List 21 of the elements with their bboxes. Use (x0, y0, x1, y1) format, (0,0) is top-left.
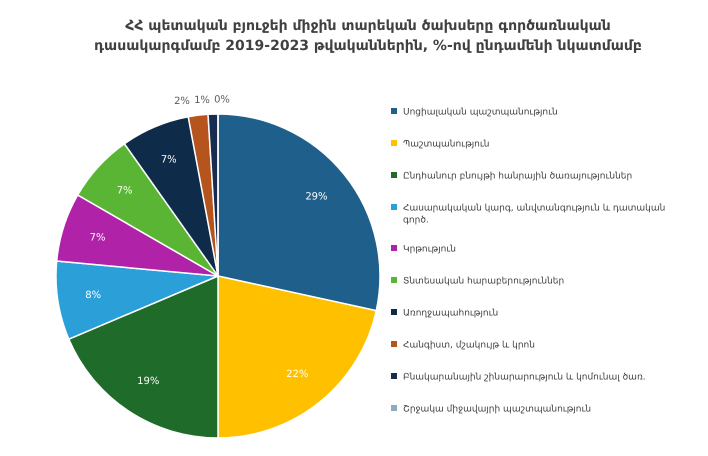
legend-label: Կրթություն (403, 244, 456, 254)
legend-label: Բնակարանային շինարարություն և կոմունալ ծառ. (403, 372, 646, 382)
data-label: 7% (90, 232, 106, 244)
data-label: 29% (305, 192, 328, 203)
data-label: 1% (194, 94, 210, 106)
legend-label: Ընդհանուր բնույթի հանրային ծառայություններ (403, 171, 632, 182)
legend-label: Շրջակա միջավայրի պաշտպանություն (403, 404, 592, 414)
data-label: 22% (286, 369, 308, 380)
data-label: 7% (116, 186, 133, 197)
legend-label: Հանգիստ, մշակույթ և կրոն (403, 340, 535, 350)
legend-label: Հասարակական կարգ, անվտանգություն և դատական գործ. (403, 203, 666, 226)
legend-label: Առողջապահություն (403, 308, 498, 318)
data-label: 7% (160, 154, 177, 166)
chart-title: ՀՀ պետական բյուջեի միջին տարեկան ծախսերը գործառնական դասակարգմամբ 2019-2023 թվականներին, %-ով ընդամենի նկատմամբ (94, 18, 642, 54)
legend-label: Տնտեսական հարաբերություններ (403, 276, 564, 286)
text: 0% (214, 94, 230, 106)
data-label: 2% (174, 96, 190, 108)
legend-label: Սոցիալական պաշտպանություն (403, 107, 558, 118)
data-label: 8% (85, 290, 102, 302)
legend-label: Պաշտպանություն (403, 139, 490, 150)
data-label: 19% (137, 376, 160, 388)
